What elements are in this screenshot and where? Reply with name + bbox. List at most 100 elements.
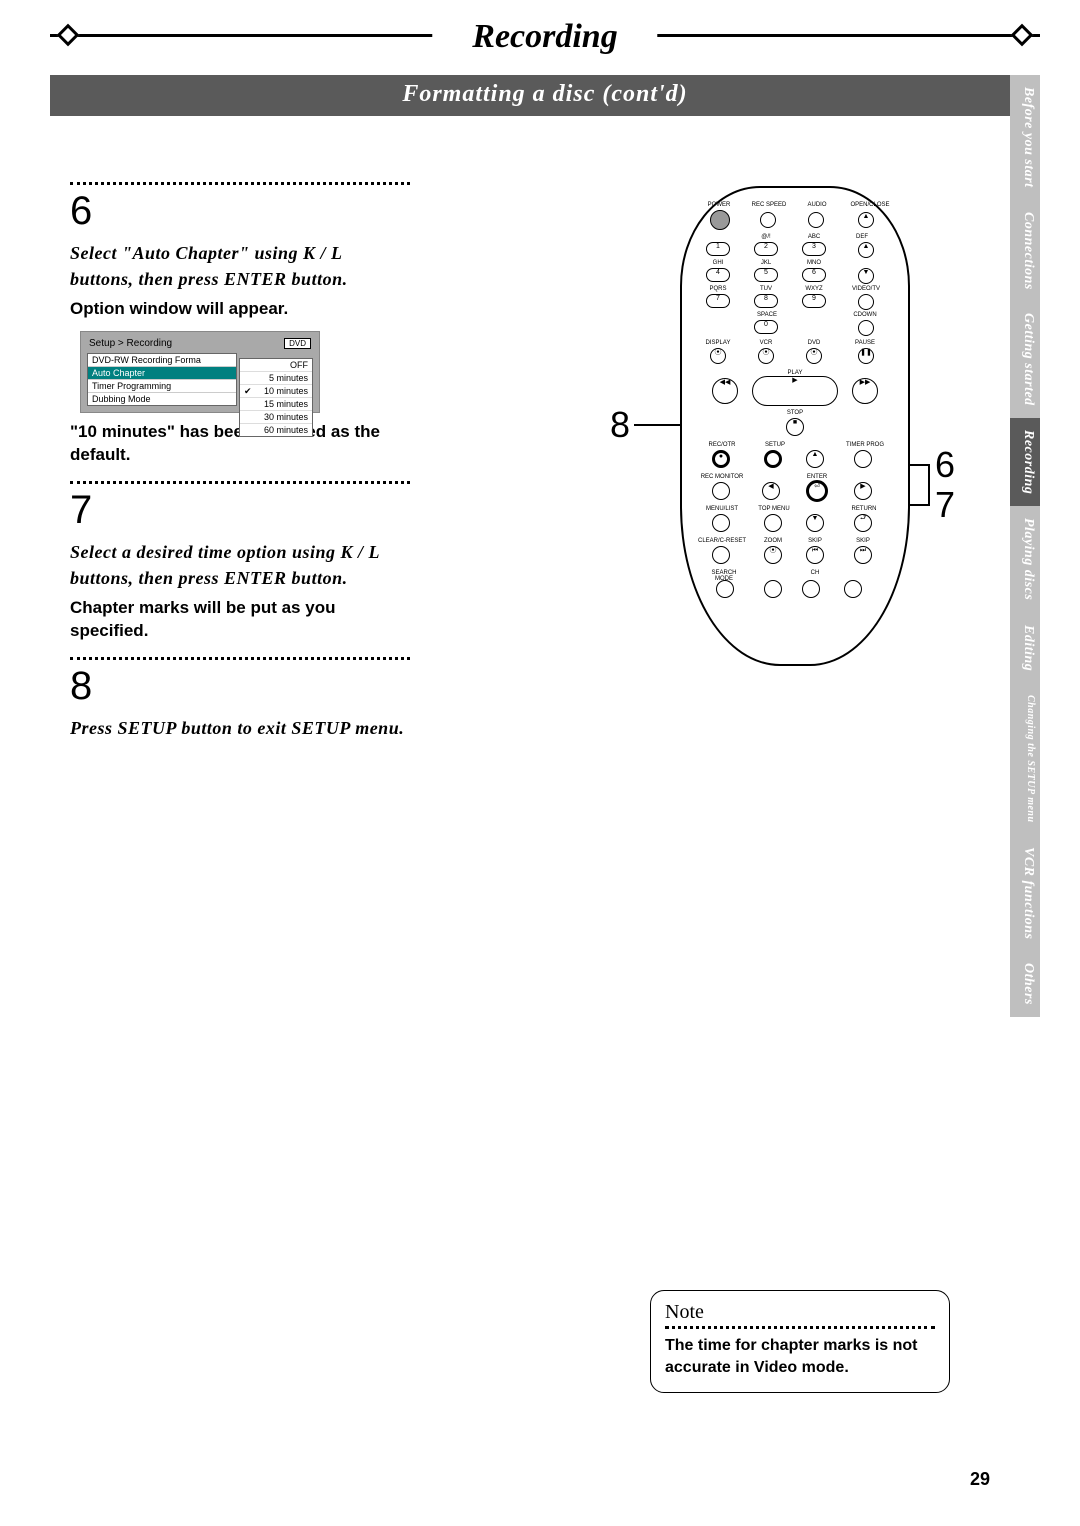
num-8-button: 8 bbox=[754, 294, 778, 308]
num-6-button: 6 bbox=[802, 268, 826, 282]
ch-up-button bbox=[844, 580, 862, 598]
ch-down-button bbox=[802, 580, 820, 598]
pause-button: ❚❚ bbox=[858, 348, 874, 364]
btn-label: SKIP bbox=[850, 538, 876, 544]
num-1-button: 1 bbox=[706, 242, 730, 256]
step-number-8: 8 bbox=[70, 664, 410, 709]
osd-popup-item: OFF bbox=[240, 359, 312, 372]
timer-prog-button bbox=[854, 450, 872, 468]
osd-dvd-badge: DVD bbox=[284, 338, 311, 349]
clear-button bbox=[712, 546, 730, 564]
divider bbox=[70, 182, 410, 185]
step-number-6: 6 bbox=[70, 189, 410, 234]
btn-label: TOP MENU bbox=[752, 506, 796, 512]
steps-column: 6 Select "Auto Chapter" using K / L butt… bbox=[70, 176, 410, 741]
btn-label: STOP bbox=[782, 410, 808, 416]
btn-label: ABC bbox=[802, 234, 826, 240]
btn-label: PAUSE bbox=[850, 340, 880, 346]
btn-label: DVD bbox=[802, 340, 826, 346]
btn-label: DEF bbox=[850, 234, 874, 240]
btn-label: VIDEO/TV bbox=[846, 286, 886, 292]
video-tv-button bbox=[858, 294, 874, 310]
btn-label: CDOWN bbox=[850, 312, 880, 318]
btn-label: RETURN bbox=[844, 506, 884, 512]
callout-number-left: 8 bbox=[610, 404, 630, 446]
step-6-result: Option window will appear. bbox=[70, 298, 410, 321]
down-aux-button: ▼ bbox=[858, 268, 874, 284]
tab-vcr-functions: VCR functions bbox=[1010, 835, 1040, 951]
skip-fwd-button: ⏭ bbox=[854, 546, 872, 564]
power-button bbox=[710, 210, 730, 230]
display-button: ⦿ bbox=[710, 348, 726, 364]
remote-illustration-area: 8 6 7 POWER REC SPEED AUDIO OPEN/CLOSE ▲ bbox=[610, 176, 990, 806]
zoom-button: ⦿ bbox=[764, 546, 782, 564]
title-ornament-left bbox=[57, 24, 80, 47]
osd-menu-list: DVD-RW Recording Forma Auto Chapter Time… bbox=[87, 353, 237, 406]
return-button: ⮐ bbox=[854, 514, 872, 532]
callout-number-right-bot: 7 bbox=[935, 484, 955, 526]
osd-popup-item: 15 minutes bbox=[240, 398, 312, 411]
btn-label: PQRS bbox=[706, 286, 730, 292]
num-3-button: 3 bbox=[802, 242, 826, 256]
btn-label: SPACE bbox=[752, 312, 782, 318]
btn-label: POWER bbox=[704, 202, 734, 208]
rec-monitor-button bbox=[712, 482, 730, 500]
osd-header: Setup > Recording DVD bbox=[87, 338, 313, 349]
btn-label: CH bbox=[800, 570, 830, 576]
note-rule bbox=[665, 1326, 935, 1329]
rec-otr-button: ● bbox=[712, 450, 730, 468]
nav-up-button: ▲ bbox=[806, 450, 824, 468]
up-aux-button: ▲ bbox=[858, 242, 874, 258]
callout-brace-vert bbox=[928, 464, 930, 506]
title-ornament-right bbox=[1011, 24, 1034, 47]
vcr-button: ⦿ bbox=[758, 348, 774, 364]
osd-popup-item-checked: 10 minutes bbox=[240, 385, 312, 398]
nav-left-button: ◀ bbox=[762, 482, 780, 500]
note-body: The time for chapter marks is not accura… bbox=[665, 1335, 935, 1378]
osd-popup-item: 30 minutes bbox=[240, 411, 312, 424]
step-7-instruction: Select a desired time option using K / L… bbox=[70, 539, 410, 591]
divider bbox=[70, 481, 410, 484]
remote-control-outline: POWER REC SPEED AUDIO OPEN/CLOSE ▲ @/! A… bbox=[680, 186, 910, 666]
osd-item-selected: Auto Chapter bbox=[88, 367, 236, 380]
rew-button: ◀◀ bbox=[712, 378, 738, 404]
step-6-instruction: Select "Auto Chapter" using K / L button… bbox=[70, 240, 410, 292]
section-title: Recording bbox=[432, 18, 657, 56]
btn-label: AUDIO bbox=[802, 202, 832, 208]
btn-label: TUV bbox=[754, 286, 778, 292]
setup-button bbox=[764, 450, 782, 468]
step-7-result: Chapter marks will be put as you specifi… bbox=[70, 597, 410, 643]
btn-label: REC/OTR bbox=[702, 442, 742, 448]
num-9-button: 9 bbox=[802, 294, 826, 308]
note-box: Note The time for chapter marks is not a… bbox=[650, 1290, 950, 1393]
search-mode-button bbox=[716, 580, 734, 598]
btn-label: WXYZ bbox=[802, 286, 826, 292]
num-4-button: 4 bbox=[706, 268, 730, 282]
btn-label: DISPLAY bbox=[700, 340, 736, 346]
btn-label: OPEN/CLOSE bbox=[848, 202, 892, 208]
top-menu-button bbox=[764, 514, 782, 532]
misc-button bbox=[764, 580, 782, 598]
tab-changing-setup: Changing the SETUP menu bbox=[1010, 683, 1040, 835]
btn-label: SETUP bbox=[760, 442, 790, 448]
tab-others: Others bbox=[1010, 951, 1040, 1017]
section-title-banner: Recording bbox=[50, 20, 1040, 75]
divider bbox=[70, 657, 410, 660]
rec-speed-button bbox=[760, 212, 776, 228]
nav-right-button: ▶ bbox=[854, 482, 872, 500]
note-title: Note bbox=[665, 1301, 935, 1324]
btn-label: VCR bbox=[754, 340, 778, 346]
btn-label: SKIP bbox=[802, 538, 828, 544]
menu-list-button bbox=[712, 514, 730, 532]
btn-label: JKL bbox=[754, 260, 778, 266]
page-number: 29 bbox=[970, 1469, 990, 1490]
tab-connections: Connections bbox=[1010, 200, 1040, 302]
callout-number-right-top: 6 bbox=[935, 444, 955, 486]
btn-label: GHI bbox=[706, 260, 730, 266]
osd-popup-item: 5 minutes bbox=[240, 372, 312, 385]
num-2-button: 2 bbox=[754, 242, 778, 256]
osd-breadcrumb: Setup > Recording bbox=[89, 338, 172, 349]
osd-popup: OFF 5 minutes 10 minutes 15 minutes 30 m… bbox=[239, 358, 313, 437]
osd-item: DVD-RW Recording Forma bbox=[88, 354, 236, 367]
stop-button: ■ bbox=[786, 418, 804, 436]
